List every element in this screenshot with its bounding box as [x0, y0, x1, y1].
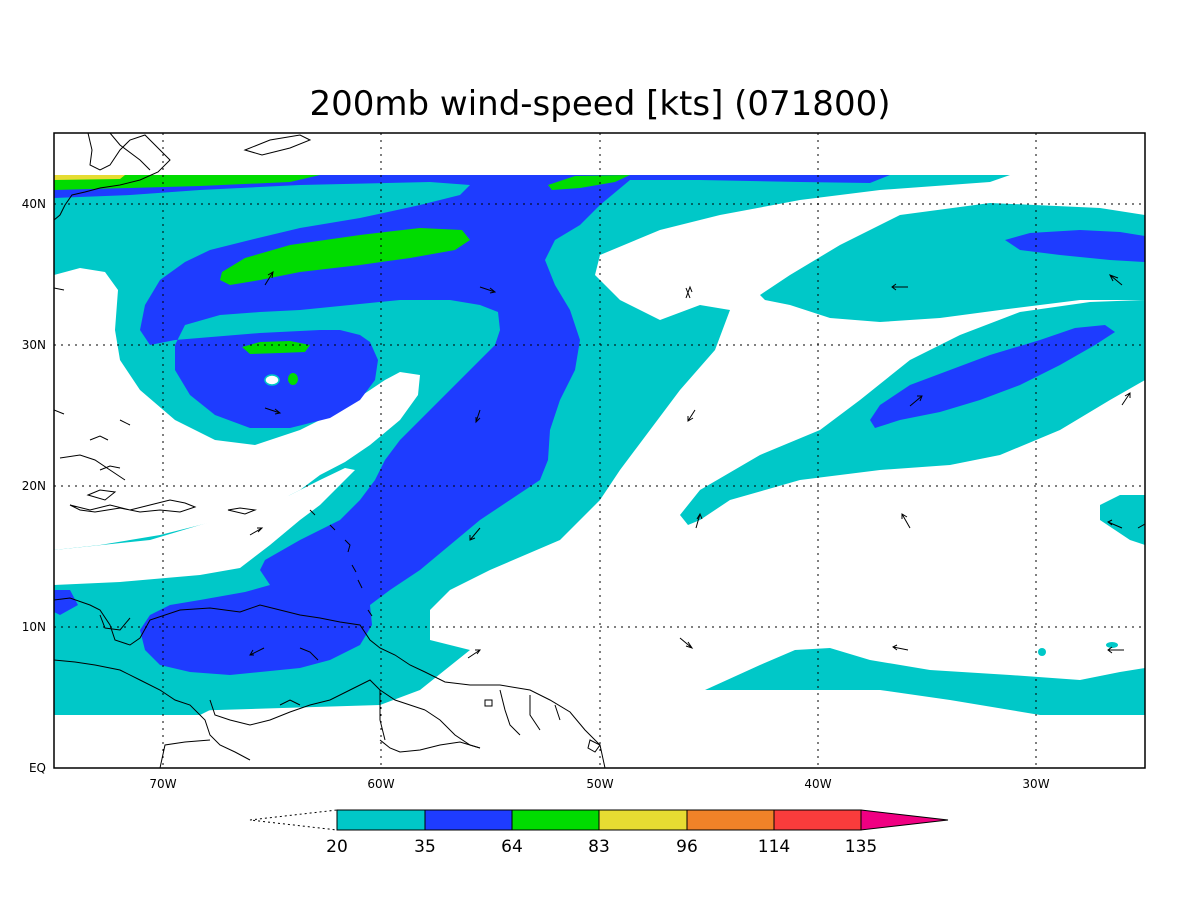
colorbar-segment-114-135 — [773, 809, 862, 831]
colorbar-segment-20-35 — [336, 809, 426, 831]
lat-label-30n: 30N — [22, 338, 46, 352]
wind-contour-below-20 — [54, 268, 420, 585]
coastlines — [54, 133, 606, 768]
colorbar-segment-83-96 — [598, 809, 688, 831]
lon-label-60w: 60W — [367, 777, 394, 791]
wind-contour-83-96 — [54, 175, 125, 180]
colorbar-low-triangle — [249, 809, 338, 831]
colorbar-high-triangle — [860, 809, 949, 831]
longitude-labels: 70W 60W 50W 40W 30W — [149, 777, 1049, 791]
wind-vectors — [54, 271, 1145, 659]
map-gridlines — [54, 133, 1145, 768]
lon-label-30w: 30W — [1022, 777, 1049, 791]
lat-label-40n: 40N — [22, 197, 46, 211]
colorbar-segment-96-114 — [686, 809, 775, 831]
colorbar-label-114: 114 — [758, 837, 790, 857]
lon-label-50w: 50W — [586, 777, 613, 791]
colorbar: 20 35 64 83 96 114 135 — [249, 809, 949, 857]
colorbar-label-64: 64 — [501, 837, 523, 857]
colorbar-label-20: 20 — [326, 837, 348, 857]
lat-label-20n: 20N — [22, 479, 46, 493]
plot-frame — [53, 132, 1146, 769]
colorbar-label-96: 96 — [676, 837, 698, 857]
wind-contour-35-64 — [54, 175, 1145, 675]
latitude-labels: 40N 30N 20N 10N EQ — [22, 197, 46, 775]
lon-label-70w: 70W — [149, 777, 176, 791]
colorbar-segment-35-64 — [424, 809, 513, 831]
map-title: 200mb wind-speed [kts] (071800) — [310, 84, 891, 124]
colorbar-segment-64-83 — [511, 809, 600, 831]
lat-label-10n: 10N — [22, 620, 46, 634]
colorbar-label-35: 35 — [414, 837, 436, 857]
colorbar-label-135: 135 — [845, 837, 877, 857]
lon-label-40w: 40W — [804, 777, 831, 791]
lat-label-eq: EQ — [29, 761, 46, 775]
colorbar-label-83: 83 — [588, 837, 610, 857]
wind-contour-64-83 — [54, 175, 630, 385]
